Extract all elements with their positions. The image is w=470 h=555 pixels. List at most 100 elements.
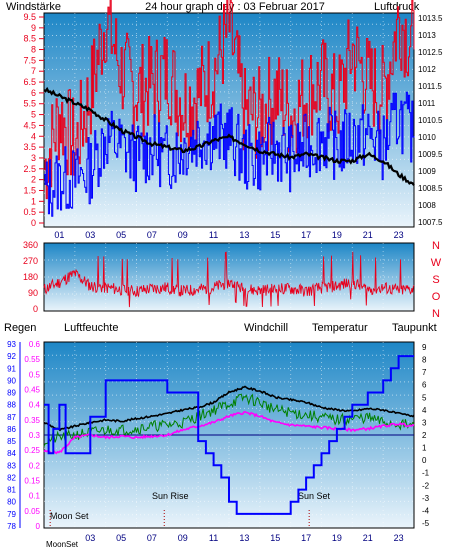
y-tick-windstaerke: 3 xyxy=(31,153,36,163)
y-tick-temperatur: 7 xyxy=(422,368,427,377)
legend-windchill: Windchill xyxy=(244,322,288,334)
y-tick-windrichtung: 0 xyxy=(33,304,38,314)
x-tick-hour-panel3: 03 xyxy=(85,533,95,543)
x-tick-hour: 13 xyxy=(239,230,249,240)
y-tick-luftdruck: 1008.5 xyxy=(418,184,443,193)
legend-temperatur: Temperatur xyxy=(312,322,368,334)
y-tick-regen: 0.5 xyxy=(29,370,41,379)
y-tick-windstaerke: 2 xyxy=(31,175,36,185)
x-tick-hour-panel3: 07 xyxy=(147,533,157,543)
y-tick-luftfeuchte: 81 xyxy=(7,486,16,495)
x-tick-hour-panel3: 15 xyxy=(270,533,280,543)
y-tick-windrichtung: 180 xyxy=(23,272,38,282)
y-tick-temperatur: 0 xyxy=(422,456,427,465)
y-tick-temperatur: -2 xyxy=(422,481,430,490)
y-tick-luftfeuchte: 89 xyxy=(7,389,16,398)
y-tick-luftfeuchte: 83 xyxy=(7,461,16,470)
series-luftdruck xyxy=(43,86,415,186)
y-tick-windrichtung: 90 xyxy=(28,288,38,298)
compass-label: W xyxy=(431,257,442,269)
y-tick-windstaerke: 2.5 xyxy=(23,164,36,174)
annotation-moon-set: Moon Set xyxy=(50,511,89,521)
y-tick-windstaerke: 6 xyxy=(31,88,36,98)
y-tick-regen: 0.4 xyxy=(29,401,41,410)
legend-luftfeuchte: Luftfeuchte xyxy=(64,322,118,334)
y-tick-regen: 0.25 xyxy=(24,446,40,455)
y-tick-windrichtung: 270 xyxy=(23,256,38,266)
x-tick-hour-panel3: 19 xyxy=(332,533,342,543)
y-tick-luftfeuchte: 87 xyxy=(7,413,16,422)
x-tick-hour-panel3: 11 xyxy=(209,533,218,543)
y-tick-regen: 0 xyxy=(36,522,41,531)
x-tick-hour: 23 xyxy=(394,230,404,240)
series-wind-gust xyxy=(44,0,415,200)
y-tick-regen: 0.05 xyxy=(24,507,40,516)
series-luftfeuchte xyxy=(44,355,414,515)
annotation-sun-rise: Sun Rise xyxy=(152,491,189,501)
y-tick-regen: 0.35 xyxy=(24,416,40,425)
y-tick-windstaerke: 1 xyxy=(31,196,36,206)
y-tick-temperatur: -5 xyxy=(422,519,430,528)
y-tick-temperatur: 9 xyxy=(422,343,427,352)
y-tick-windstaerke: 1.5 xyxy=(23,185,36,195)
y-tick-temperatur: 5 xyxy=(422,393,427,402)
y-tick-windrichtung: 360 xyxy=(23,240,38,250)
compass-label: S xyxy=(432,274,439,286)
compass-label: O xyxy=(432,291,441,303)
y-tick-luftfeuchte: 85 xyxy=(7,437,16,446)
right-axis-header-luftdruck: Luftdruck xyxy=(374,1,420,13)
y-tick-temperatur: -1 xyxy=(422,469,430,478)
y-tick-luftdruck: 1012.5 xyxy=(418,48,443,57)
y-tick-luftfeuchte: 80 xyxy=(7,498,16,507)
y-tick-regen: 0.6 xyxy=(29,340,41,349)
y-tick-luftdruck: 1010.5 xyxy=(418,116,443,125)
series-windchill xyxy=(43,393,415,447)
x-tick-hour: 19 xyxy=(332,230,342,240)
series-taupunkt xyxy=(43,410,415,455)
y-tick-windstaerke: 7 xyxy=(31,66,36,76)
y-tick-temperatur: 4 xyxy=(422,406,427,415)
y-tick-luftfeuchte: 78 xyxy=(7,522,16,531)
y-tick-luftfeuchte: 86 xyxy=(7,425,16,434)
y-tick-luftdruck: 1010 xyxy=(418,133,436,142)
y-tick-windstaerke: 7.5 xyxy=(23,55,36,65)
x-tick-hour-panel3: 23 xyxy=(394,533,404,543)
x-tick-hour: 03 xyxy=(85,230,95,240)
y-tick-regen: 0.1 xyxy=(29,492,41,501)
y-tick-luftdruck: 1007.5 xyxy=(418,218,443,227)
x-tick-hour-panel3: 21 xyxy=(363,533,373,543)
y-tick-luftfeuchte: 90 xyxy=(7,376,16,385)
y-tick-luftfeuchte: 79 xyxy=(7,510,16,519)
y-tick-luftdruck: 1009 xyxy=(418,167,436,176)
annotation-sun-set: Sun Set xyxy=(298,491,331,501)
y-tick-windstaerke: 6.5 xyxy=(23,77,36,87)
y-tick-windstaerke: 9.5 xyxy=(23,12,36,22)
x-tick-hour-panel3: 09 xyxy=(178,533,188,543)
y-tick-luftfeuchte: 88 xyxy=(7,401,16,410)
y-tick-regen: 0.55 xyxy=(24,355,40,364)
y-tick-luftfeuchte: 82 xyxy=(7,473,16,482)
x-tick-hour: 01 xyxy=(54,230,64,240)
y-tick-windstaerke: 0.5 xyxy=(23,207,36,217)
y-tick-temperatur: 1 xyxy=(422,444,427,453)
legend-regen: Regen xyxy=(4,322,36,334)
x-tick-hour-panel3: 17 xyxy=(301,533,311,543)
y-tick-luftdruck: 1013.5 xyxy=(418,14,443,23)
x-tick-hour: 09 xyxy=(178,230,188,240)
y-tick-luftfeuchte: 84 xyxy=(7,449,16,458)
y-tick-windstaerke: 4.5 xyxy=(23,120,36,130)
y-tick-temperatur: 6 xyxy=(422,381,427,390)
y-tick-luftfeuchte: 93 xyxy=(7,340,16,349)
y-tick-temperatur: 8 xyxy=(422,356,427,365)
x-tick-moonset: MoonSet xyxy=(46,540,79,549)
y-tick-windstaerke: 5 xyxy=(31,110,36,120)
y-tick-luftdruck: 1011 xyxy=(418,99,436,108)
y-tick-windstaerke: 8.5 xyxy=(23,34,36,44)
y-tick-regen: 0.2 xyxy=(29,461,41,470)
y-tick-luftdruck: 1008 xyxy=(418,201,436,210)
y-tick-regen: 0.3 xyxy=(29,431,41,440)
x-tick-hour: 21 xyxy=(363,230,373,240)
y-tick-temperatur: 2 xyxy=(422,431,427,440)
y-tick-windstaerke: 3.5 xyxy=(23,142,36,152)
